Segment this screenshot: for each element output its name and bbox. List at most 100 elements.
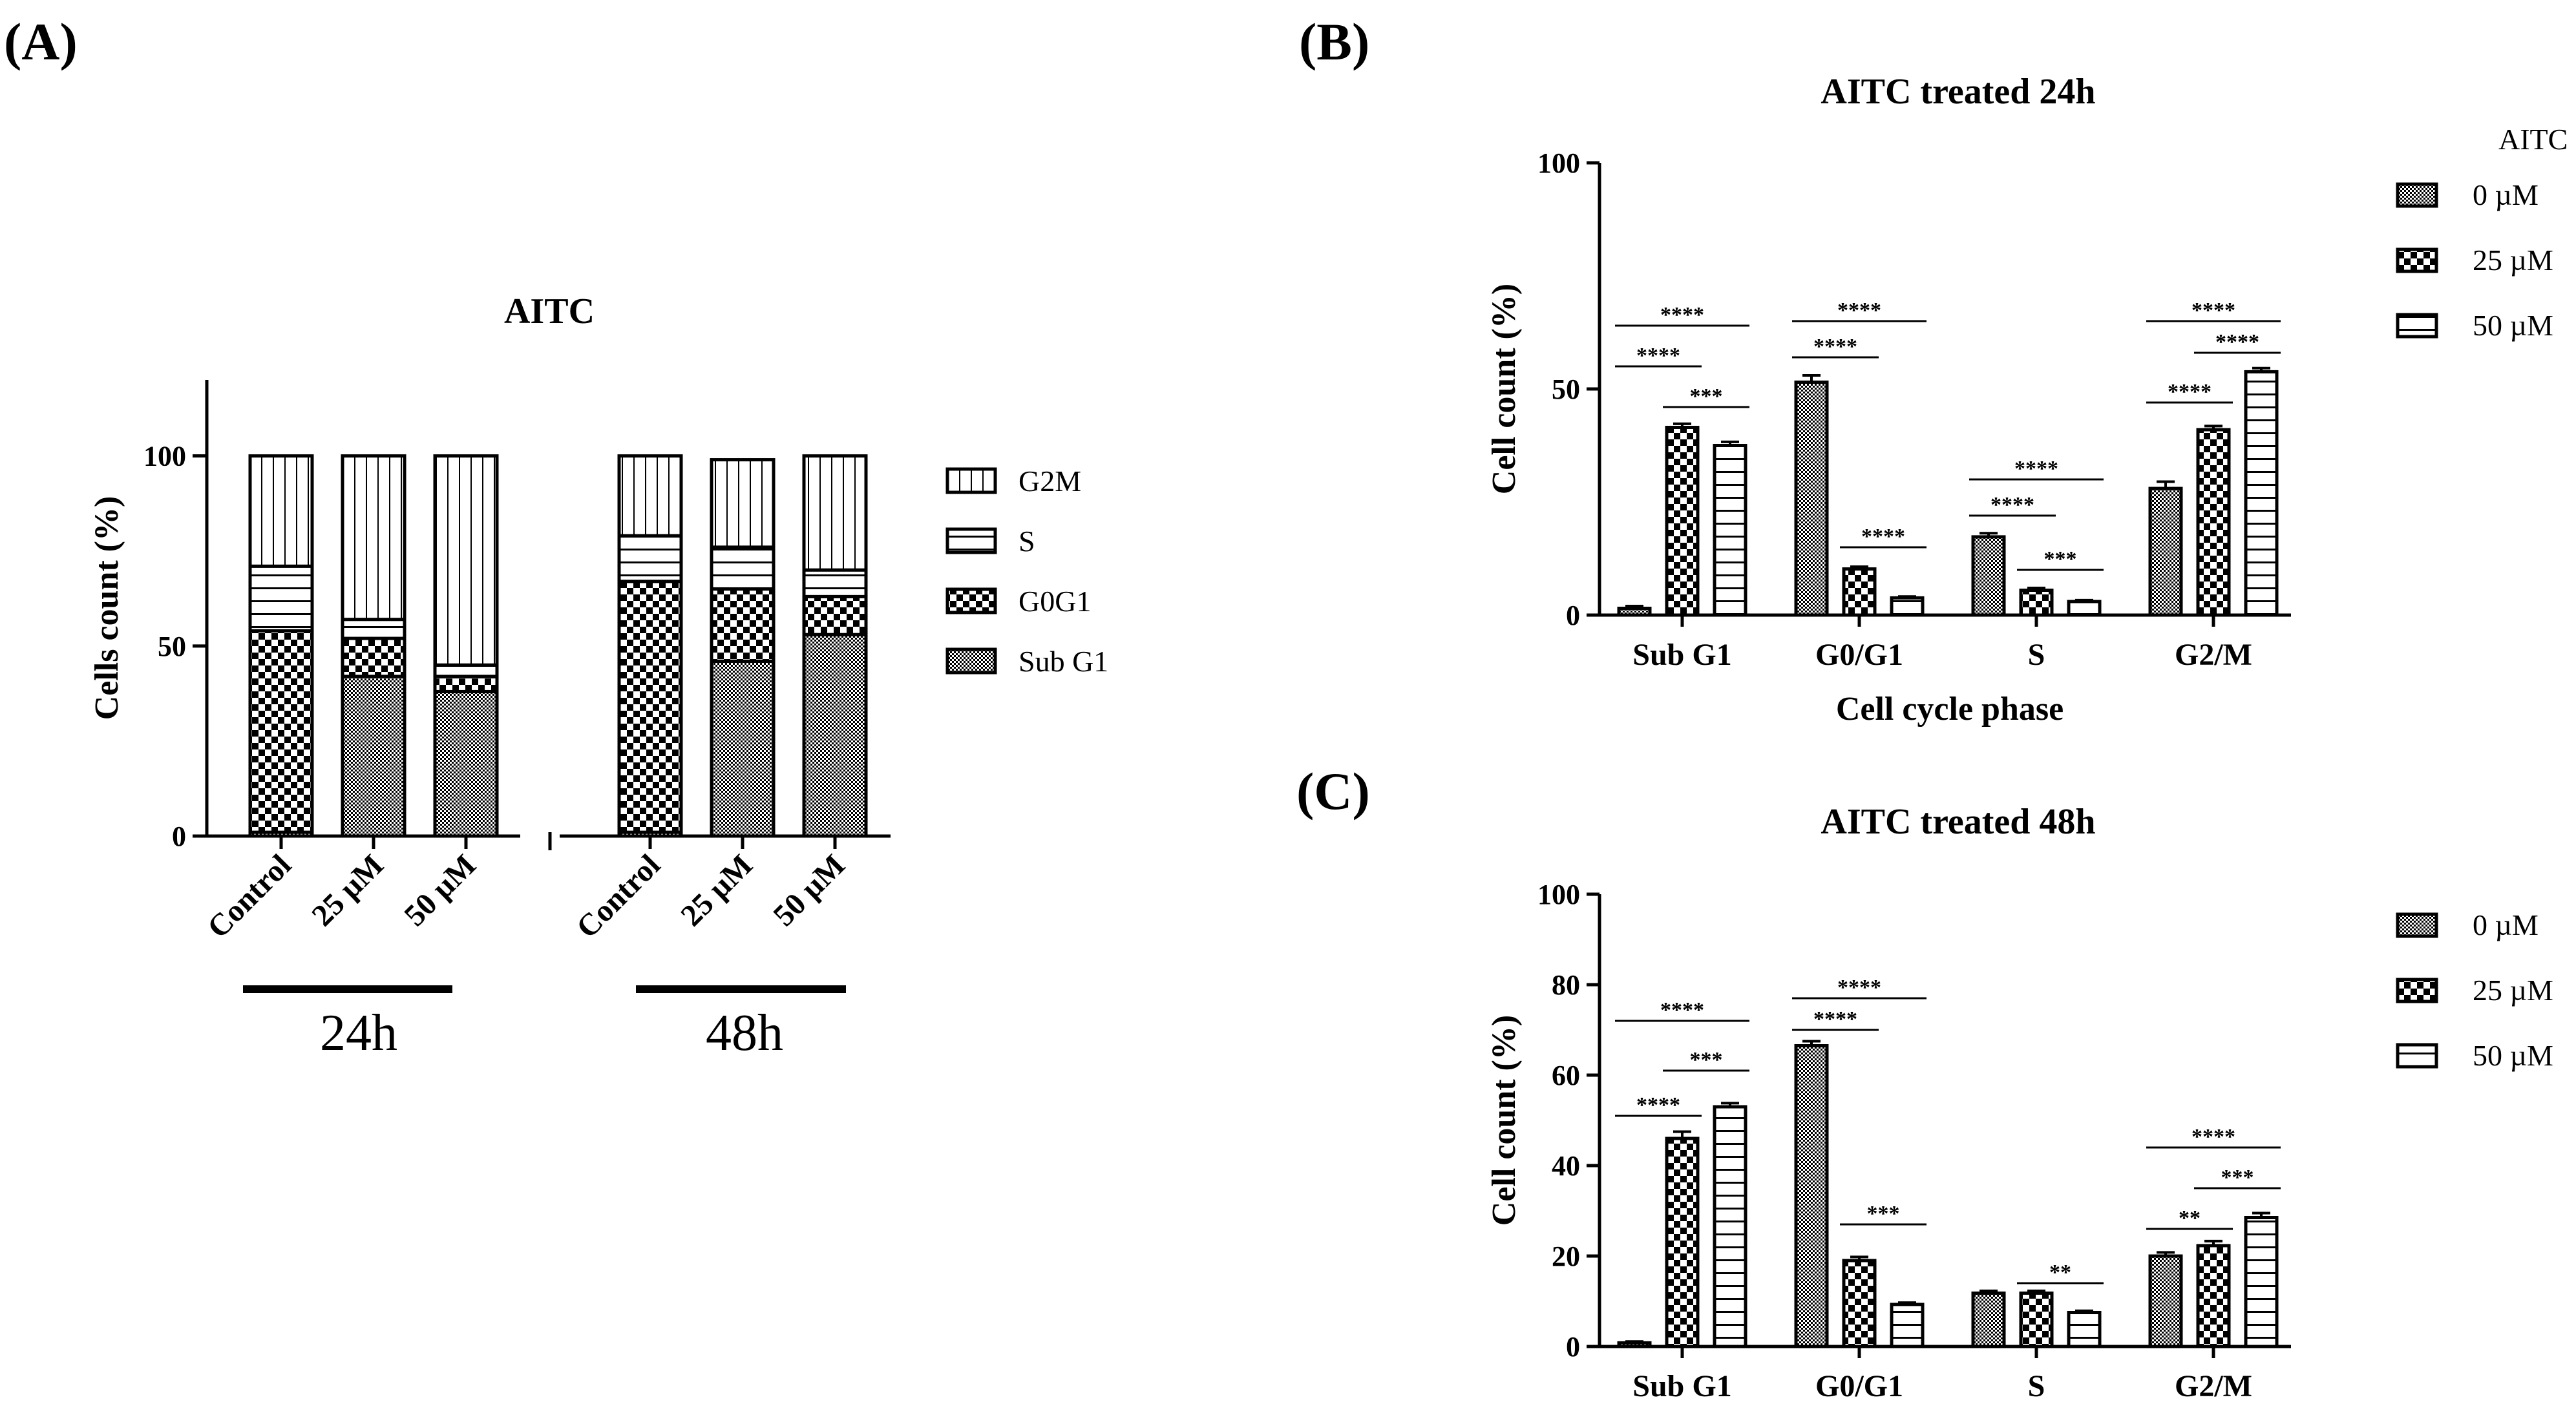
panel-a-bar-segment (710, 458, 776, 549)
panel-c-significance-label: **** (1636, 1093, 1680, 1117)
panel-a-legend-label: G0G1 (1019, 585, 1091, 618)
panel-a-bar-segment (710, 659, 776, 838)
panel-c-significance-label: **** (2191, 1125, 2235, 1149)
panel-c-y-tick-label: 60 (1552, 1060, 1580, 1091)
panel-a-bar-segment (617, 454, 683, 538)
panel-a-x-tick-label: 25 µM (674, 848, 759, 932)
panel-b-title: AITC treated 24h (1821, 72, 2095, 112)
panel-b-significance-label: *** (1690, 384, 1723, 408)
panel-a-bar-segment (802, 633, 868, 838)
panel-c-bar (1617, 1341, 1652, 1348)
panel-c-bar (2244, 1216, 2279, 1348)
panel-b-y-tick-label: 0 (1566, 600, 1580, 631)
panel-a-bar-segment (433, 663, 499, 678)
panel-b-significance-label: **** (1636, 344, 1680, 368)
panel-c-significance-label: ** (2049, 1261, 2071, 1284)
panel-a-bar-segment (433, 689, 499, 838)
panel-b-legend-swatch (2396, 313, 2438, 339)
panel-b-bar (1665, 426, 1700, 617)
panel-c-significance-label: *** (1690, 1048, 1723, 1072)
panel-c-legend-swatch (2396, 978, 2438, 1003)
panel-b-bar (2148, 487, 2183, 617)
panel-c-significance-label: **** (1813, 1007, 1857, 1031)
panel-b-x-tick-label: S (2028, 638, 2045, 672)
panel-b-x-axis-label: Cell cycle phase (1836, 691, 2064, 728)
panel-a-legend-swatch (945, 647, 997, 675)
panel-b-bar (2019, 589, 2054, 617)
panel-c-significance-label: ** (2179, 1206, 2201, 1230)
panel-a-x-tick-label: 50 µM (766, 848, 851, 932)
panel-c-legend-swatch (2396, 912, 2438, 938)
panel-b-bar (1794, 381, 1829, 617)
panel-c-legend-label: 50 µM (2473, 1039, 2553, 1072)
panel-b-significance-label: **** (1813, 335, 1857, 359)
panel-b-y-tick-label: 100 (1537, 147, 1580, 179)
panel-b-bar (1890, 596, 1925, 617)
panel-b-significance-label: **** (1837, 299, 1881, 322)
panel-a-y-tick-label: 100 (143, 441, 186, 472)
panel-c-bar (1713, 1105, 1747, 1348)
panel-b-legend-label: 0 µM (2473, 178, 2539, 211)
panel-a-y-axis-label: Cells count (%) (89, 496, 125, 720)
panel-c-legend-label: 25 µM (2473, 974, 2553, 1007)
panel-b-significance-label: **** (2014, 457, 2058, 481)
panel-b-label: (B) (1299, 12, 1369, 71)
panel-c-bar (1890, 1303, 1925, 1348)
panel-a-bar-segment (802, 594, 868, 636)
panel-a-y-tick-label: 0 (172, 821, 186, 852)
panel-b-bar (1617, 607, 1652, 617)
panel-b-bar (2244, 370, 2279, 617)
panel-a-bar-segment (710, 545, 776, 591)
panel-a-bar-segment (617, 580, 683, 834)
panel-b-x-tick-label: G0/G1 (1815, 638, 1903, 672)
panel-b-significance-label: **** (1660, 303, 1704, 327)
panel-a-bar-segment (248, 564, 314, 633)
panel-c-x-tick-label: G2/M (2175, 1369, 2252, 1403)
panel-a-legend-swatch (945, 527, 997, 554)
panel-b-legend-label: 50 µM (2473, 309, 2553, 342)
panel-b-significance-label: **** (2191, 299, 2235, 322)
panel-b-y-axis-label: Cell count (%) (1486, 284, 1523, 494)
panel-a-bar-segment (248, 454, 314, 568)
panel-c-significance-label: **** (1660, 998, 1704, 1022)
panel-c-y-tick-label: 80 (1552, 969, 1580, 1001)
panel-b-significance-label: **** (1861, 525, 1905, 549)
panel-b-x-tick-label: G2/M (2175, 638, 2252, 672)
panel-b-legend-title: AITC (2498, 123, 2568, 156)
panel-a-legend-swatch (945, 587, 997, 614)
panel-c-bar (1842, 1259, 1877, 1348)
panel-a-bar-segment (710, 587, 776, 663)
panel-c-bar (2196, 1244, 2231, 1348)
panel-c-legend-label: 0 µM (2473, 908, 2539, 941)
panel-b-significance-label: *** (2044, 547, 2077, 571)
panel-c-y-tick-label: 20 (1552, 1241, 1580, 1272)
panel-a-legend-label: Sub G1 (1019, 645, 1108, 678)
panel-b-bar (2067, 600, 2102, 617)
panel-a-bar-segment (433, 675, 499, 693)
panel-b-chart: AITC treated 24h Cell count (%) Cell cycle… (1486, 72, 2568, 728)
panel-b-significance-label: **** (2215, 330, 2259, 354)
panel-a-group-label: 48h (706, 1005, 783, 1062)
panel-b-bar (1971, 535, 2006, 617)
panel-b-legend-label: 25 µM (2473, 244, 2553, 277)
panel-b-legend-swatch (2396, 247, 2438, 273)
panel-c-significance-label: *** (1867, 1202, 1900, 1226)
panel-b-bar (2196, 428, 2231, 617)
panel-c-x-tick-label: S (2028, 1369, 2045, 1403)
panel-b-significance-label: **** (1990, 493, 2034, 517)
panel-b-y-tick-label: 50 (1552, 373, 1580, 405)
panel-a-label: (A) (4, 12, 78, 71)
panel-c-bar (1971, 1291, 2006, 1348)
panel-a-legend-label: S (1019, 525, 1035, 558)
panel-a-title: AITC (504, 291, 595, 331)
panel-a-x-tick-label: 50 µM (397, 848, 482, 932)
panel-a-x-tick-label: Control (201, 848, 298, 945)
panel-c-title: AITC treated 48h (1821, 802, 2095, 842)
panel-a-bar-segment (341, 636, 406, 678)
panel-c-significance-label: **** (1837, 976, 1881, 1000)
panel-c-bar (1665, 1137, 1700, 1348)
panel-a-y-tick-label: 50 (158, 631, 186, 662)
panel-a-x-tick-label: Control (570, 848, 667, 945)
